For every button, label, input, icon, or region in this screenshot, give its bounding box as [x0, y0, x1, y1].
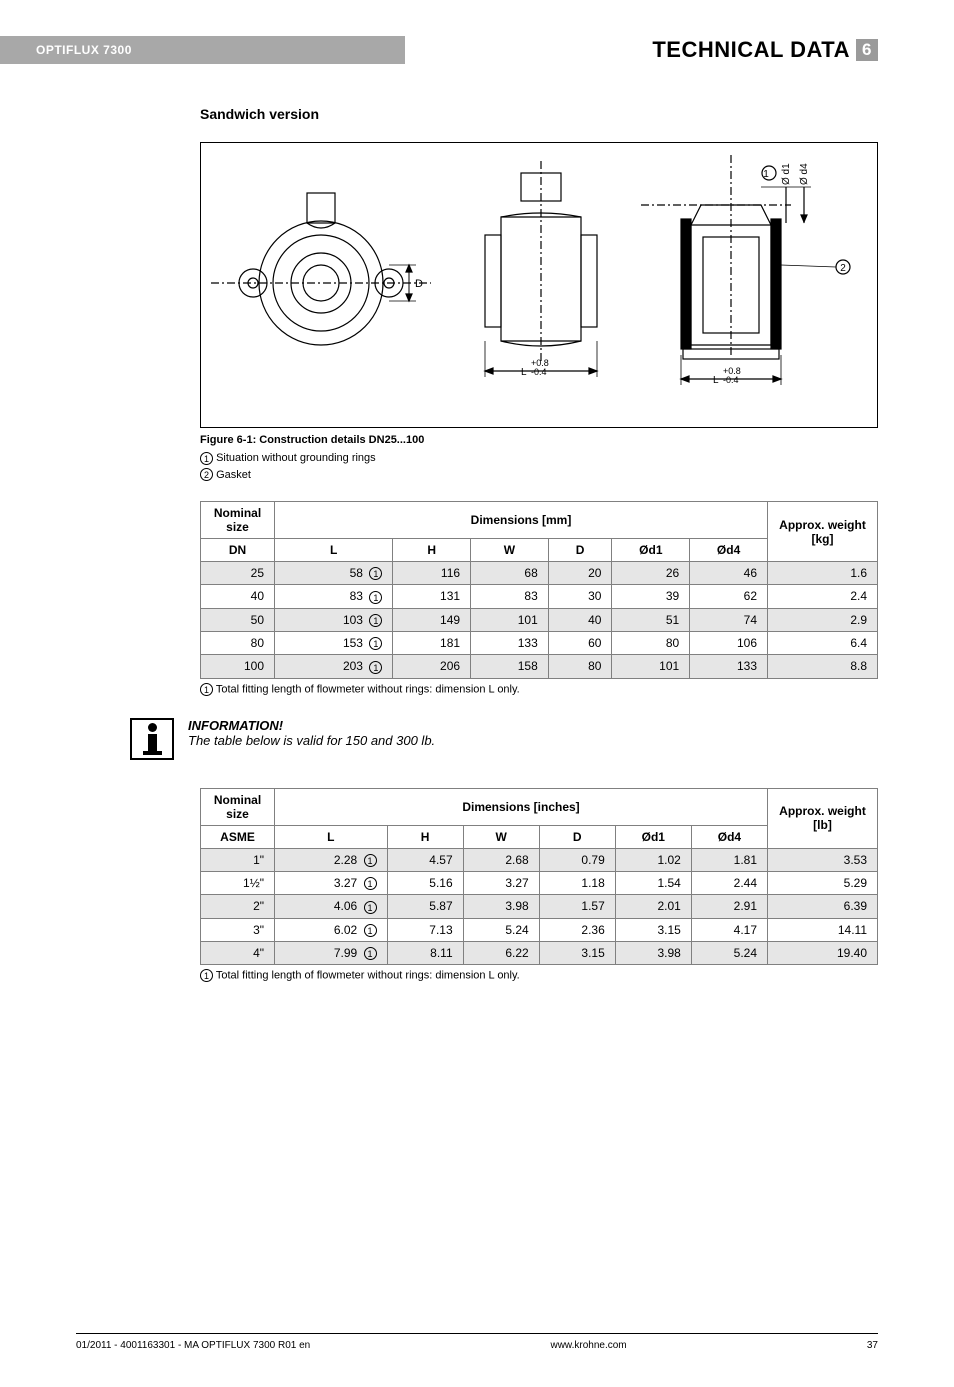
- content-area: Sandwich version: [0, 64, 954, 982]
- note-num-1: 1: [200, 452, 213, 465]
- th-nominal-mm: Nominal size: [201, 502, 275, 539]
- footnote-num-in: 1: [200, 969, 213, 982]
- note-num-2: 2: [200, 468, 213, 481]
- dimensions-table-in: Nominal size Dimensions [inches] Approx.…: [200, 788, 878, 966]
- th-weight-mm: Approx. weight [kg]: [768, 502, 878, 562]
- table-mm-footnote: 1 Total fitting length of flowmeter with…: [200, 683, 878, 696]
- th-weight-in: Approx. weight [lb]: [768, 788, 878, 848]
- info-body: The table below is valid for 150 and 300…: [188, 733, 435, 748]
- table-row: 100203 1206158801011338.8: [201, 655, 878, 678]
- footer-right: 37: [867, 1340, 878, 1351]
- th-in-d4: Ød4: [691, 825, 767, 848]
- product-name: OPTIFLUX 7300: [0, 36, 405, 64]
- th-mm-L: L: [275, 539, 393, 562]
- th-in-W: W: [463, 825, 539, 848]
- th-dims-mm: Dimensions [mm]: [275, 502, 768, 539]
- table-row: 1½"3.27 15.163.271.181.542.445.29: [201, 871, 878, 894]
- section-number: 6: [856, 39, 878, 61]
- section-title-block: TECHNICAL DATA 6: [405, 36, 954, 64]
- table-row: 3"6.02 17.135.242.363.154.1714.11: [201, 918, 878, 941]
- table-row: 2558 1116682026461.6: [201, 562, 878, 585]
- th-mm-d4: Ød4: [690, 539, 768, 562]
- page-header: OPTIFLUX 7300 TECHNICAL DATA 6: [0, 36, 954, 64]
- th-dims-in: Dimensions [inches]: [275, 788, 768, 825]
- th-in-d1: Ød1: [615, 825, 691, 848]
- label-L-1: L: [521, 367, 527, 378]
- page-footer: 01/2011 - 4001163301 - MA OPTIFLUX 7300 …: [76, 1333, 878, 1351]
- th-mm-DN: DN: [201, 539, 275, 562]
- information-block: INFORMATION! The table below is valid fo…: [130, 718, 878, 760]
- sandwich-subtitle: Sandwich version: [200, 106, 878, 122]
- th-mm-d1: Ød1: [612, 539, 690, 562]
- th-nominal-in: Nominal size: [201, 788, 275, 825]
- callout-2: 2: [840, 263, 846, 274]
- th-mm-W: W: [471, 539, 549, 562]
- diagram-side-view: +0.8 -0.4 L: [451, 161, 631, 411]
- figure-caption: Figure 6-1: Construction details DN25...…: [200, 434, 878, 446]
- th-mm-H: H: [393, 539, 471, 562]
- table-in-footnote: 1 Total fitting length of flowmeter with…: [200, 969, 878, 982]
- table-row: 2"4.06 15.873.981.572.012.916.39: [201, 895, 878, 918]
- table-row: 50103 11491014051742.9: [201, 608, 878, 631]
- info-icon: [130, 718, 174, 760]
- th-in-H: H: [387, 825, 463, 848]
- tbody-mm: 2558 1116682026461.64083 1131833039622.4…: [201, 562, 878, 679]
- table-row: 4083 1131833039622.4: [201, 585, 878, 608]
- label-D: D: [415, 278, 423, 290]
- label-L-2: L: [713, 375, 719, 386]
- dimensions-table-mm: Nominal size Dimensions [mm] Approx. wei…: [200, 501, 878, 679]
- th-in-ASME: ASME: [201, 825, 275, 848]
- note-2-text: Gasket: [216, 469, 251, 481]
- footnote-text-mm: Total fitting length of flowmeter withou…: [216, 683, 520, 695]
- tbody-in: 1"2.28 14.572.680.791.021.813.531½"3.27 …: [201, 848, 878, 965]
- diagram-front-view: D: [211, 173, 431, 393]
- info-text: INFORMATION! The table below is valid fo…: [188, 718, 435, 760]
- label-d4: Ø d4: [799, 163, 810, 185]
- label-d1: Ø d1: [781, 163, 792, 185]
- section-title: TECHNICAL DATA: [652, 37, 850, 63]
- info-header: INFORMATION!: [188, 718, 435, 733]
- th-mm-D: D: [548, 539, 612, 562]
- table-row: 80153 118113360801066.4: [201, 631, 878, 654]
- footer-center: www.krohne.com: [550, 1340, 626, 1351]
- footer-left: 01/2011 - 4001163301 - MA OPTIFLUX 7300 …: [76, 1340, 310, 1351]
- figure-box: D +0.8 -0.4: [200, 142, 878, 428]
- note-1-text: Situation without grounding rings: [216, 452, 376, 464]
- label-Lminus-2: -0.4: [723, 375, 739, 385]
- th-in-L: L: [275, 825, 388, 848]
- label-Lminus-1: -0.4: [531, 367, 547, 377]
- table-row: 1"2.28 14.572.680.791.021.813.53: [201, 848, 878, 871]
- th-in-D: D: [539, 825, 615, 848]
- footnote-num-mm: 1: [200, 683, 213, 696]
- callout-1: 1: [763, 169, 769, 180]
- figure-notes: 1 Situation without grounding rings 2 Ga…: [200, 450, 878, 483]
- table-row: 4"7.99 18.116.223.153.985.2419.40: [201, 941, 878, 964]
- footnote-text-in: Total fitting length of flowmeter withou…: [216, 970, 520, 982]
- diagram-right-view: Ø d1 Ø d4 1 2 +0.8 -0.4 L: [641, 155, 861, 415]
